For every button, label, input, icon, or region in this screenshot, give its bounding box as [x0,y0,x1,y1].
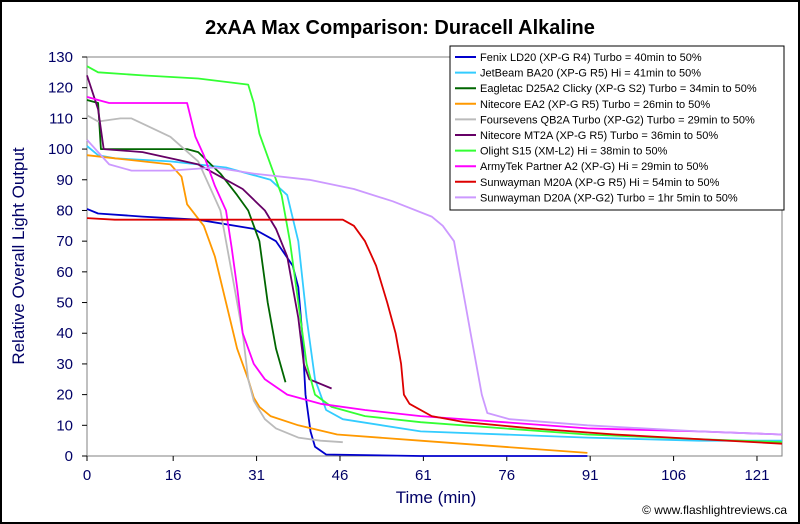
x-tick-label: 121 [744,467,769,484]
y-tick-label: 20 [56,387,73,404]
x-tick-label: 76 [498,467,515,484]
x-tick-label: 31 [248,467,265,484]
credit-text: © www.flashlightreviews.ca [642,503,787,517]
series-line-4 [86,154,588,454]
x-tick-label: 0 [83,467,91,484]
chart-title: 2xAA Max Comparison: Duracell Alkaline [205,17,595,39]
x-axis-title: Time (min) [396,488,477,507]
y-tick-label: 130 [48,49,73,66]
legend-entry: Nitecore EA2 (XP-G R5) Turbo = 26min to … [480,99,710,111]
y-tick-label: 100 [48,141,73,158]
legend-box [449,45,785,211]
legend-entry: ArmyTek Partner A2 (XP-G) Hi = 29min to … [480,161,709,173]
series-line-5 [86,114,343,444]
legend-entry: Nitecore MT2A (XP-G R5) Turbo = 36min to… [480,130,718,142]
legend-entry: Sunwayman M20A (XP-G R5) Hi = 54min to 5… [480,177,720,189]
legend-entry: Foursevens QB2A Turbo (XP-G2) Turbo = 29… [480,114,755,126]
legend-entry: Eagletac D25A2 Clicky (XP-G S2) Turbo = … [480,83,757,95]
y-tick-label: 50 [56,295,73,312]
y-tick-label: 30 [56,356,73,373]
series-line-7 [86,65,783,444]
y-tick-label: 0 [65,448,73,465]
y-tick-label: 70 [56,233,73,250]
x-tick-label: 91 [582,467,599,484]
series-line-2 [86,145,782,442]
series-line-8 [86,96,783,436]
series-line-9 [86,217,783,445]
y-tick-label: 120 [48,80,73,97]
y-axis-title: Relative Overall Light Output [9,147,28,365]
x-tick-label: 16 [165,467,182,484]
series-line-3 [86,99,287,383]
series-line-10 [86,139,783,436]
y-tick-label: 40 [56,325,73,342]
legend-entry: Fenix LD20 (XP-G R4) Turbo = 40min to 50… [480,52,702,64]
y-tick-label: 80 [56,202,73,219]
series-line-1 [86,208,588,457]
x-tick-label: 46 [332,467,349,484]
legend-entry: Olight S15 (XM-L2) Hi = 38min to 50% [480,146,668,158]
series-line-6 [86,75,332,390]
y-tick-label: 10 [56,417,73,434]
y-tick-label: 90 [56,172,73,189]
legend-entry: JetBeam BA20 (XP-G R5) Hi = 41min to 50% [480,68,701,80]
x-tick-label: 61 [415,467,432,484]
legend-entry: Sunwayman D20A (XP-G2) Turbo = 1hr 5min … [480,192,738,204]
y-tick-label: 110 [49,110,73,127]
x-tick-label: 106 [661,467,686,484]
y-tick-label: 60 [56,264,73,281]
